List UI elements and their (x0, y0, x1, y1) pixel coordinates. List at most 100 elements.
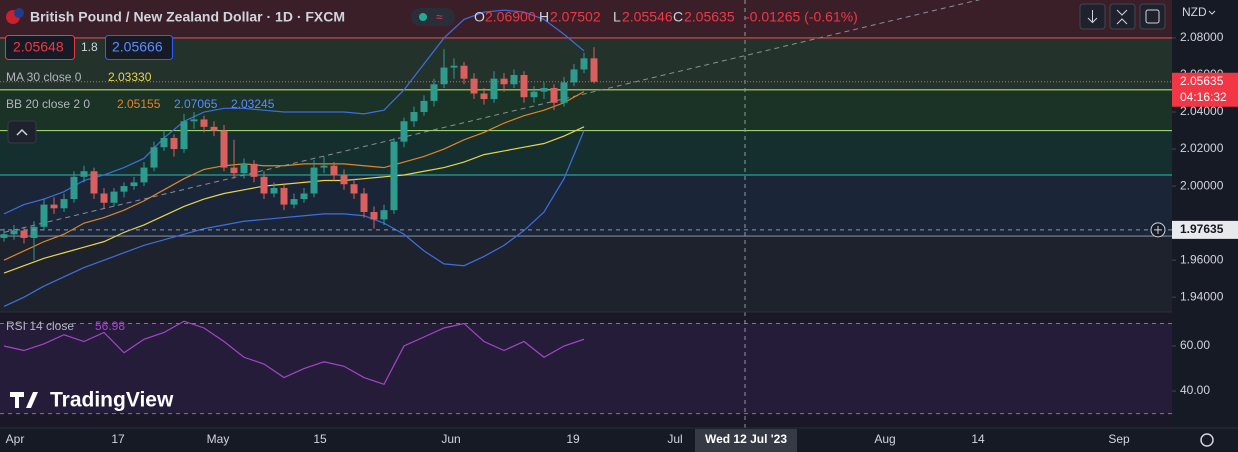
zone (0, 0, 1172, 38)
candle-body (340, 174, 348, 185)
indicator-value: 56.98 (95, 319, 125, 333)
x-tick-label: 17 (111, 432, 125, 446)
candle-body (310, 167, 318, 194)
last-price-tag (1172, 72, 1238, 107)
candle-body (410, 112, 418, 122)
ohlc-label: L (613, 9, 621, 25)
candle-body (390, 141, 398, 211)
x-tick-label: Jul (667, 432, 682, 446)
price-axis (1172, 0, 1238, 428)
candle-body (540, 87, 548, 92)
candle-body (70, 176, 78, 200)
candle-body (200, 119, 208, 127)
x-tick-label: 15 (313, 432, 327, 446)
candle-body (430, 84, 438, 101)
fit-icon (1116, 9, 1128, 25)
crosshair-date: Wed 12 Jul '23 (705, 432, 787, 446)
collapse-icon (16, 128, 28, 136)
status-pill[interactable] (411, 8, 455, 26)
trend-line (3, 0, 981, 233)
candle-body (50, 204, 58, 209)
candle-body (170, 137, 178, 150)
candle-body (420, 100, 428, 113)
last-price: 2.05635 (1180, 74, 1224, 88)
fullscreen-button[interactable] (1139, 3, 1166, 30)
status-icon: ≈ (436, 10, 443, 24)
y-tick-label: 2.08000 (1180, 30, 1224, 44)
candle-body (450, 65, 458, 68)
candle-body (120, 186, 128, 192)
candle-body (550, 87, 558, 103)
x-tick-label: Jun (441, 432, 460, 446)
countdown: 04:16:32 (1180, 90, 1227, 104)
candle-body (190, 119, 198, 122)
indicator-label: MA 30 close 0 (6, 70, 82, 84)
buy-button[interactable] (105, 35, 173, 60)
indicator-line (3, 126, 585, 274)
candle-body (160, 137, 168, 148)
candle-body (370, 212, 378, 220)
x-tick-label: 19 (566, 432, 580, 446)
y-tick-label: 2.02000 (1180, 141, 1224, 155)
candle-body (210, 126, 218, 131)
candle-body (10, 230, 18, 235)
panes (0, 0, 1172, 415)
indicator-value: 2.07065 (174, 97, 218, 111)
change: -0.01265 (-0.61%) (745, 9, 858, 25)
marks (0, 0, 1172, 428)
ohlc-label: C (673, 9, 683, 25)
x-tick-label: Apr (6, 432, 25, 446)
logo-text: TradingView (50, 389, 174, 412)
candle-body (480, 93, 488, 100)
candle-body (300, 193, 308, 200)
candle-body (330, 165, 338, 175)
indicator-line (3, 130, 585, 307)
candle-body (250, 163, 258, 177)
status-dot (419, 13, 427, 21)
arrow-icon (1087, 10, 1098, 24)
currency[interactable]: NZD (1182, 5, 1207, 19)
candle-body (520, 74, 528, 98)
candle-body (260, 176, 268, 194)
zone (0, 174, 1172, 237)
candle-body (30, 226, 38, 238)
x-tick-label: 14 (971, 432, 985, 446)
sell-button[interactable] (5, 35, 75, 60)
indicator-label: RSI 14 close (6, 319, 74, 333)
indicator-value: 2.03245 (231, 97, 275, 111)
fit-button[interactable] (1109, 3, 1136, 30)
sell-price: 2.05648 (13, 39, 64, 55)
candle-body (180, 121, 188, 150)
indicator-value: 2.05155 (117, 97, 161, 111)
logo-icon (10, 392, 38, 408)
y-tick-label: 2.00000 (1180, 178, 1224, 192)
collapse-button[interactable] (7, 120, 37, 144)
crosshair-price: 1.97635 (1180, 222, 1224, 236)
ohlc-value: 2.05546 (622, 9, 673, 25)
candle-body (580, 58, 588, 70)
ohlc-value: 2.06900 (485, 9, 536, 25)
dropdown-icon (1208, 10, 1216, 15)
candle-body (590, 58, 598, 82)
candle-body (130, 182, 138, 187)
candle-body (240, 163, 248, 174)
flag-icon (14, 8, 24, 18)
ohlc-label: O (474, 9, 485, 25)
settings-icon[interactable] (1200, 433, 1214, 447)
y-tick-label: 1.94000 (1180, 289, 1224, 303)
zone (0, 236, 1172, 312)
indicator-line (3, 91, 585, 261)
candle-body (230, 167, 238, 174)
candle-body (0, 234, 8, 238)
candle-body (100, 193, 108, 203)
candle-body (460, 65, 468, 79)
crosshair-price-tag (1172, 220, 1238, 239)
indicator-value: 2.03330 (108, 70, 152, 84)
y-tick-label: 60.00 (1180, 338, 1210, 352)
candle-body (150, 147, 158, 168)
indicator-label: BB 20 close 2 0 (6, 97, 90, 111)
ohlc-label: H (539, 9, 549, 25)
candle-body (140, 167, 148, 183)
candle-body (320, 165, 328, 168)
